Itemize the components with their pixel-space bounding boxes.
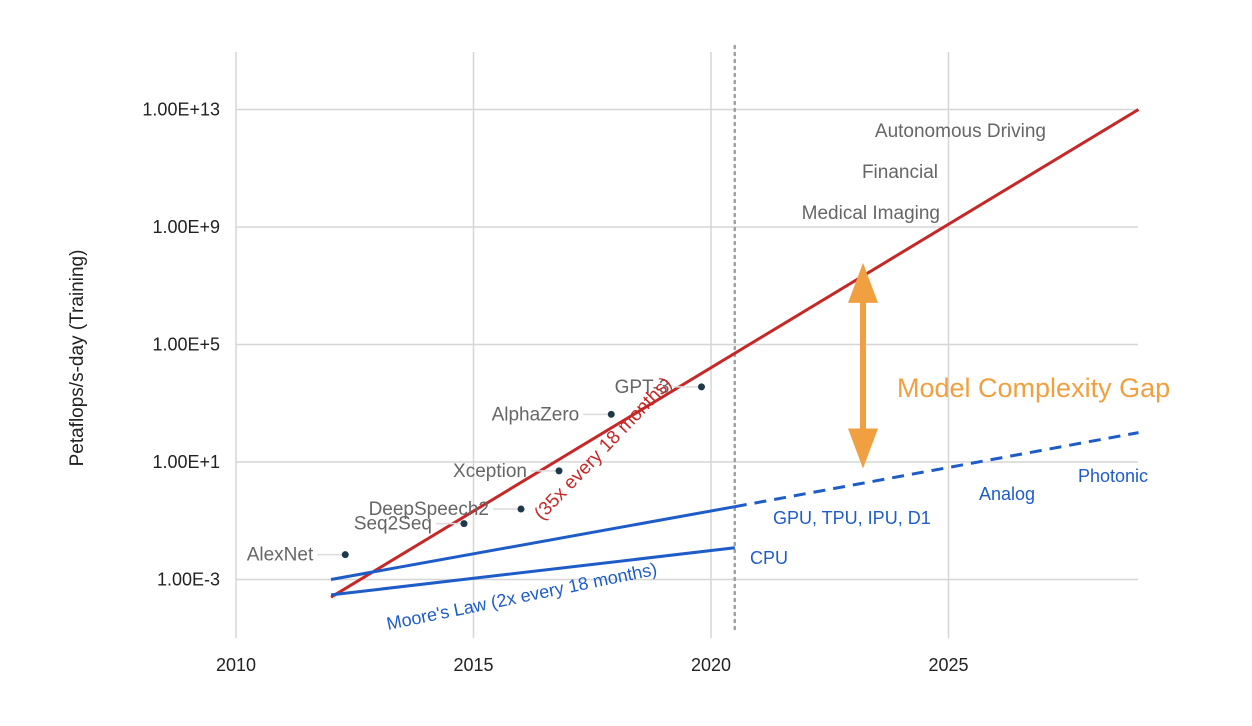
y-axis-label: Petaflops/s-day (Training)	[67, 250, 88, 467]
point-label-seq2seq: Seq2Seq	[354, 514, 432, 535]
label-photonic: Photonic	[1078, 466, 1148, 486]
grid	[235, 52, 1138, 638]
x-tick-label-2015: 2015	[453, 655, 493, 675]
label-moores-law: Moore's Law (2x every 18 months)	[385, 559, 659, 634]
series-line-gpu	[330, 505, 736, 581]
label-analog: Analog	[979, 484, 1035, 504]
point-xception	[555, 467, 563, 475]
point-alexnet	[341, 551, 349, 559]
ticks-layer: 2010 2015 2020 2025 1.00E-3 1.00E+1 1.00E+5 1.0…	[142, 100, 968, 676]
series-line-future	[734, 431, 1139, 509]
model-complexity-gap-label: Model Complexity Gap	[897, 373, 1170, 403]
annotation-financial: Financial	[862, 162, 938, 183]
point-label-alphazero: AlphaZero	[492, 404, 580, 425]
point-seq2seq	[460, 520, 468, 528]
annotation-autonomous-driving: Autonomous Driving	[875, 121, 1046, 142]
y-tick-label-4: 1.00E+13	[142, 100, 220, 120]
gap-arrowhead-up	[848, 262, 878, 303]
x-tick-label-2020: 2020	[691, 655, 731, 675]
point-deepspeech2	[517, 505, 525, 513]
x-tick-label-2025: 2025	[928, 655, 968, 675]
label-cpu: CPU	[750, 548, 788, 568]
y-tick-label-1: 1.00E+1	[152, 452, 220, 472]
gap-layer	[848, 262, 878, 469]
point-gpt-3	[698, 383, 705, 391]
y-tick-label-2: 1.00E+5	[152, 335, 220, 355]
point-label-gpt-3: GPT-3	[615, 377, 670, 398]
label-trend-35x: (35x every 18 months)	[530, 373, 676, 524]
series-layer	[330, 108, 1140, 599]
y-tick-label-3: 1.00E+9	[152, 217, 220, 237]
series-line-moore	[330, 546, 735, 597]
series-line-trend	[330, 108, 1140, 599]
point-alphazero	[607, 410, 615, 418]
gap-arrowhead-down	[848, 428, 878, 469]
y-tick-label-0: 1.00E-3	[157, 570, 220, 590]
annotation-medical-imaging: Medical Imaging	[802, 203, 940, 224]
point-label-deepspeech2: DeepSpeech2	[369, 499, 489, 520]
label-gpu-tpu-ipu-d1: GPU, TPU, IPU, D1	[773, 508, 931, 528]
point-label-xception: Xception	[453, 461, 527, 482]
point-label-alexnet: AlexNet	[247, 545, 314, 566]
x-tick-label-2010: 2010	[216, 655, 256, 675]
